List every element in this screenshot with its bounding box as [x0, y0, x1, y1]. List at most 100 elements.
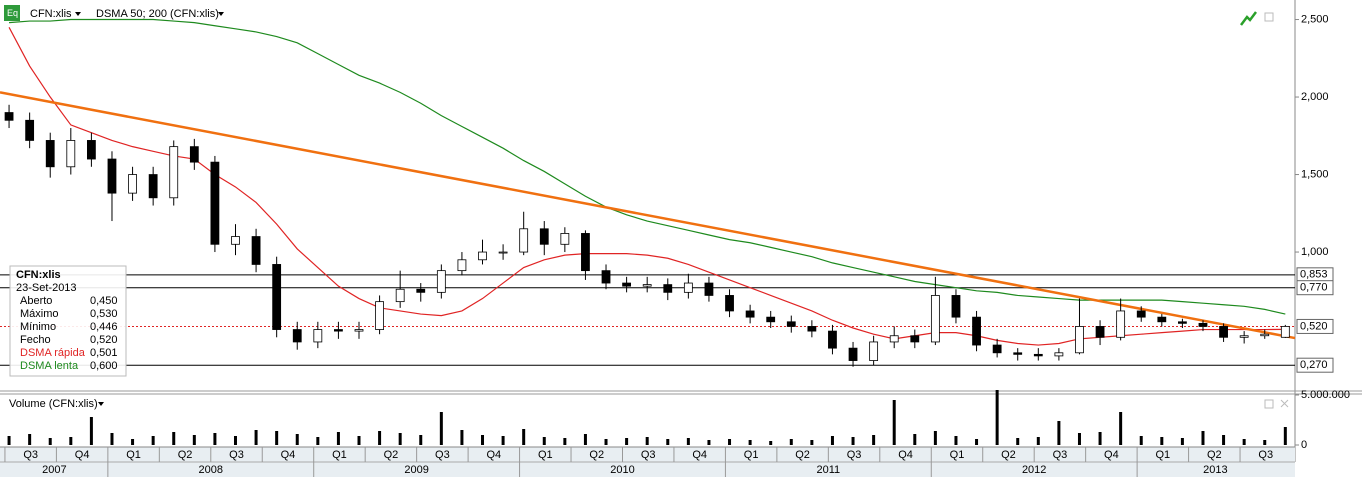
volume-bar — [728, 439, 732, 445]
candle-body — [313, 329, 323, 343]
candle-body — [292, 329, 302, 343]
volume-bar — [7, 436, 11, 445]
indicator-selector[interactable]: DSMA 50; 200 (CFN:xlis) — [96, 8, 219, 20]
candle-body — [807, 326, 817, 332]
info-label: Máximo — [20, 308, 59, 320]
candle-body — [107, 158, 117, 194]
last-price-box — [1296, 318, 1334, 334]
candle-body — [272, 264, 282, 330]
candle-body — [1136, 310, 1146, 318]
volume-bar — [336, 432, 340, 445]
volume-bar — [1222, 435, 1226, 445]
volume-bar — [789, 439, 793, 445]
volume-bar — [89, 417, 93, 445]
dropdown-arrow[interactable] — [218, 12, 224, 16]
candle-body — [1054, 352, 1064, 357]
candle-body — [1239, 335, 1249, 338]
dropdown-arrow[interactable] — [98, 402, 104, 406]
volume-bar — [419, 435, 423, 445]
volume-bar — [872, 435, 876, 445]
candle-body — [1178, 321, 1187, 324]
volume-bar — [1057, 421, 1061, 445]
volume-bar — [1160, 437, 1164, 445]
info-box-bg — [9, 265, 127, 377]
x-tick-label: Q1 — [1156, 449, 1171, 461]
candle-body — [498, 251, 508, 254]
candle-body — [375, 301, 384, 330]
symbol-selector[interactable]: CFN:xlis — [30, 8, 72, 20]
candle-body — [1033, 353, 1043, 357]
volume-bar — [851, 437, 855, 445]
x-tick-label: Q4 — [75, 449, 90, 461]
volume-title[interactable]: Volume (CFN:xlis) — [9, 398, 98, 410]
volume-bar — [172, 432, 176, 445]
x-tick-label: Q4 — [692, 449, 707, 461]
x-tick-label: Q3 — [1258, 449, 1273, 461]
candle-body — [1260, 333, 1270, 337]
x-tick-label: Q3 — [435, 449, 450, 461]
x-tick-label: Q4 — [898, 449, 913, 461]
volume-bar — [1139, 436, 1143, 445]
volume-bar — [522, 429, 526, 445]
volume-bar — [501, 436, 505, 445]
candle-body — [1280, 326, 1290, 338]
candle-body — [251, 236, 261, 265]
candle-body — [622, 282, 632, 287]
volume-bar — [1016, 438, 1020, 445]
x-tick-label: Q3 — [641, 449, 656, 461]
candle-body — [1198, 322, 1208, 327]
candle-body — [478, 251, 487, 261]
info-label: Mínimo — [20, 321, 56, 333]
candle-body — [334, 329, 343, 332]
volume-bar — [28, 434, 32, 445]
candle-body — [663, 284, 673, 293]
info-value: 0,520 — [90, 334, 118, 346]
x-tick-label: Q2 — [178, 449, 193, 461]
year-label: 2011 — [817, 464, 841, 476]
info-date: 23-Set-2013 — [16, 282, 77, 294]
level-label: 0,770 — [1300, 282, 1328, 294]
dropdown-arrow[interactable] — [75, 12, 81, 16]
window-button[interactable] — [1264, 399, 1274, 409]
year-label: 2008 — [199, 464, 223, 476]
candle-body — [86, 140, 96, 160]
info-label: Aberto — [20, 295, 52, 307]
status-icon[interactable] — [1240, 11, 1257, 26]
volume-bar — [707, 440, 711, 445]
y-tick-label: 2,500 — [1301, 13, 1329, 25]
volume-bar — [48, 438, 52, 445]
x-tick-label: Q4 — [281, 449, 296, 461]
x-tick-label: Q1 — [950, 449, 965, 461]
x-tick-label: Q4 — [1104, 449, 1119, 461]
volume-bar — [1263, 440, 1267, 445]
volume-bar — [213, 433, 217, 445]
volume-bar — [316, 437, 320, 445]
volume-bar — [192, 435, 196, 445]
volume-bar — [131, 439, 135, 445]
volume-bar — [1180, 438, 1184, 445]
symbol-icon[interactable] — [4, 5, 20, 21]
candle-body — [745, 310, 755, 318]
x-tick-label: Q3 — [23, 449, 38, 461]
volume-bar — [1119, 412, 1123, 445]
x-tick-label: Q2 — [1001, 449, 1016, 461]
volume-bar — [398, 433, 402, 445]
x-tick-label: Q1 — [126, 449, 141, 461]
candle-body — [66, 140, 76, 168]
volume-bar — [604, 439, 608, 445]
volume-bar — [1077, 433, 1081, 445]
y-tick-label: 1,500 — [1301, 168, 1329, 180]
volume-bar — [769, 441, 773, 445]
candle-body — [519, 228, 529, 253]
volume-bar — [481, 435, 485, 445]
trendline — [0, 91, 1296, 340]
level-label-box — [1296, 357, 1334, 373]
candle-body — [457, 259, 467, 272]
info-value: 0,446 — [90, 321, 118, 333]
close-button[interactable] — [1280, 399, 1289, 408]
year-label: 2010 — [610, 464, 634, 476]
window-button[interactable] — [1264, 12, 1274, 22]
year-label: 2007 — [42, 464, 66, 476]
